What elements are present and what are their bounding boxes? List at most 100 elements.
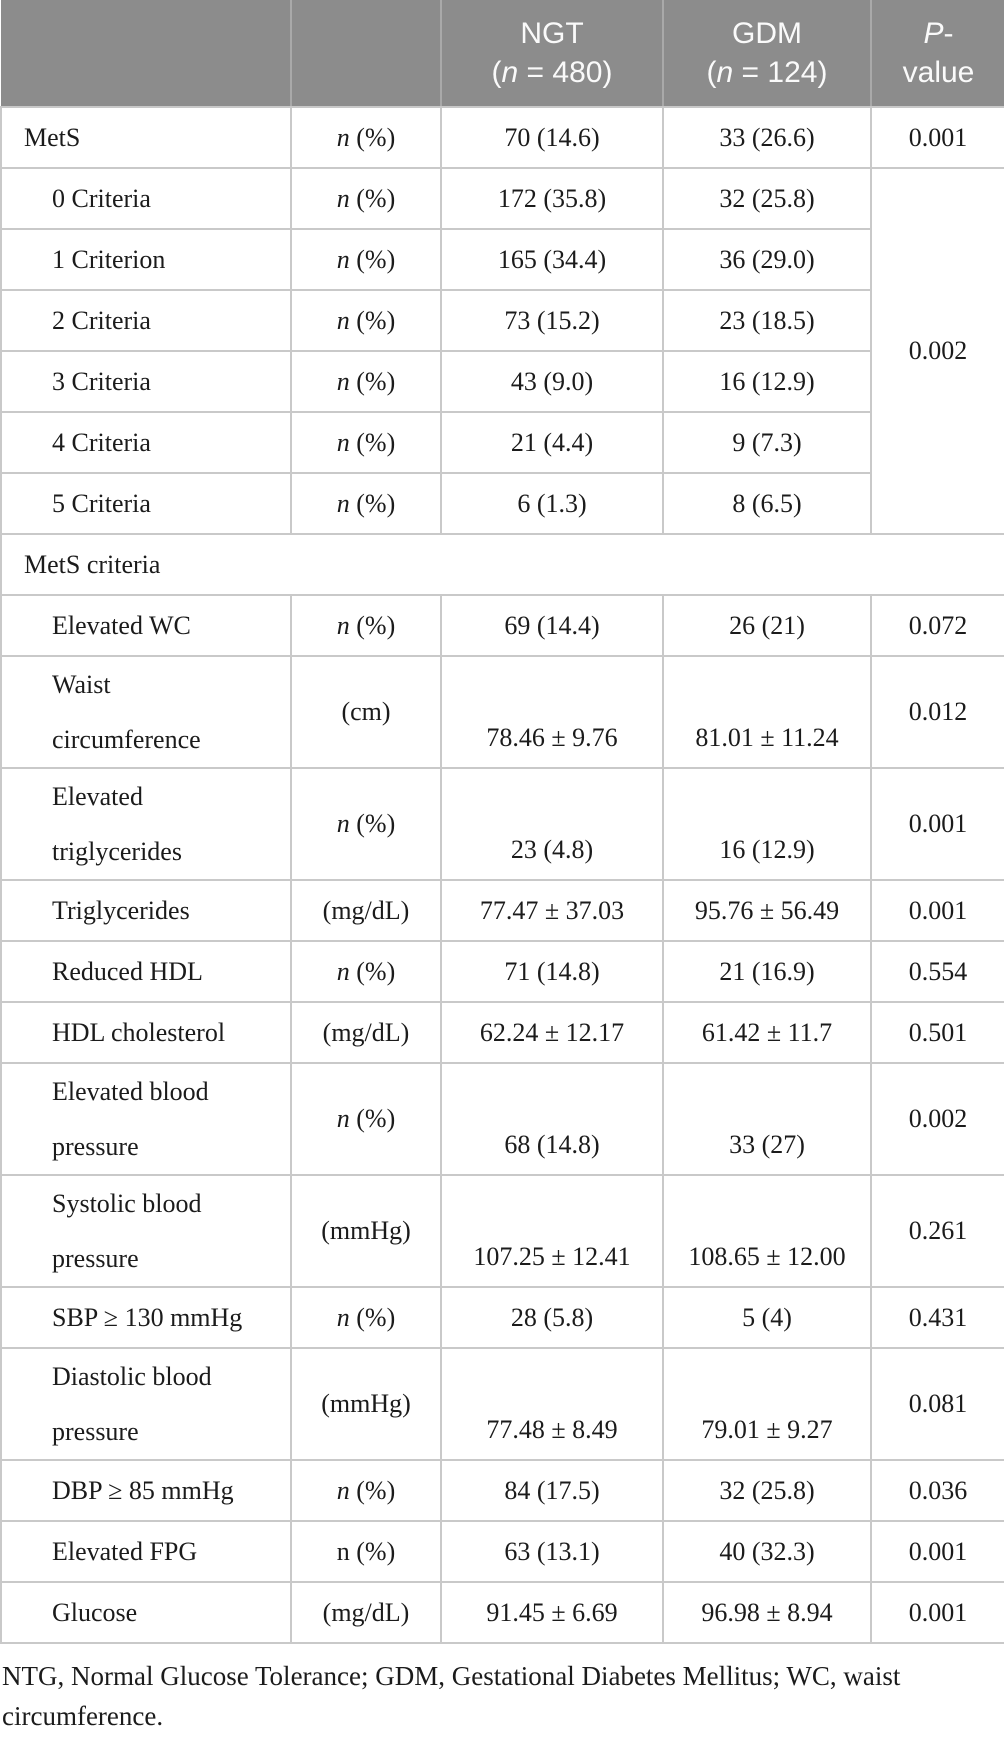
ngt-value-cell: 21 (4.4) <box>440 411 664 474</box>
table-row-elevated-triglycerides: Elevated triglycerides n (%) 23 (4.8) 16… <box>0 767 1004 881</box>
p-value-cell: 0.501 <box>870 1001 1004 1064</box>
row-label: Triglycerides <box>0 879 292 942</box>
gdm-value-cell: 16 (12.9) <box>662 350 872 413</box>
p-value-cell: 0.081 <box>870 1347 1004 1461</box>
mets-comparison-table: NGT (n = 480) GDM (n = 124) P- value Met… <box>0 0 1004 1644</box>
gdm-value-cell: 108.65 ± 12.00 <box>662 1174 872 1288</box>
table-row-2-criteria: 2 Criteria n (%) 73 (15.2) 23 (18.5) <box>0 289 1004 352</box>
unit-cell: (mg/dL) <box>290 1581 442 1644</box>
ngt-count: (n = 480) <box>491 56 613 89</box>
p-value-cell: 0.431 <box>870 1286 1004 1349</box>
p-value-cell: 0.072 <box>870 594 1004 657</box>
unit-cell: (cm) <box>290 655 442 769</box>
column-header-blank-label <box>1 0 291 108</box>
unit-cell: n (%) <box>290 228 442 291</box>
table-row-1-criterion: 1 Criterion n (%) 165 (34.4) 36 (29.0) <box>0 228 1004 291</box>
ngt-value-cell: 107.25 ± 12.41 <box>440 1174 664 1288</box>
ngt-value-cell: 91.45 ± 6.69 <box>440 1581 664 1644</box>
unit-cell: n (%) <box>290 1520 442 1583</box>
gdm-value-cell: 32 (25.8) <box>662 167 872 230</box>
row-label: 0 Criteria <box>0 167 292 230</box>
row-label: Elevated WC <box>0 594 292 657</box>
unit-cell: n (%) <box>290 411 442 474</box>
table-header: NGT (n = 480) GDM (n = 124) P- value <box>1 0 1004 108</box>
gdm-value-cell: 95.76 ± 56.49 <box>662 879 872 942</box>
unit-cell: (mmHg) <box>290 1347 442 1461</box>
ngt-value-cell: 63 (13.1) <box>440 1520 664 1583</box>
table-row-hdl-cholesterol: HDL cholesterol (mg/dL) 62.24 ± 12.17 61… <box>0 1001 1004 1064</box>
ngt-value-cell: 28 (5.8) <box>440 1286 664 1349</box>
gdm-value-cell: 61.42 ± 11.7 <box>662 1001 872 1064</box>
p-value-cell: 0.012 <box>870 655 1004 769</box>
row-label: DBP ≥ 85 mmHg <box>0 1459 292 1522</box>
gdm-value-cell: 36 (29.0) <box>662 228 872 291</box>
unit-cell: n (%) <box>290 594 442 657</box>
gdm-value-cell: 23 (18.5) <box>662 289 872 352</box>
ngt-value-cell: 78.46 ± 9.76 <box>440 655 664 769</box>
table-row-elevated-fpg: Elevated FPG n (%) 63 (13.1) 40 (32.3) 0… <box>0 1520 1004 1583</box>
column-header-ngt: NGT (n = 480) <box>440 0 663 108</box>
ngt-value-cell: 43 (9.0) <box>440 350 664 413</box>
row-label: Elevated triglycerides <box>0 767 292 881</box>
table-body: MetS n (%) 70 (14.6) 33 (26.6) 0.001 0 C… <box>0 106 1004 1644</box>
unit-cell: n (%) <box>290 167 442 230</box>
table-row-0-criteria: 0 Criteria n (%) 172 (35.8) 32 (25.8) 0.… <box>0 167 1004 535</box>
row-label: SBP ≥ 130 mmHg <box>0 1286 292 1349</box>
table-row-elevated-blood-pressure: Elevated blood pressure n (%) 68 (14.8) … <box>0 1062 1004 1176</box>
p-value-cell: 0.002 <box>870 1062 1004 1176</box>
gdm-value-cell: 81.01 ± 11.24 <box>662 655 872 769</box>
ngt-value-cell: 69 (14.4) <box>440 594 664 657</box>
unit-cell: (mmHg) <box>290 1174 442 1288</box>
p-value-cell: 0.001 <box>870 767 1004 881</box>
ngt-value-cell: 165 (34.4) <box>440 228 664 291</box>
ngt-value-cell: 172 (35.8) <box>440 167 664 230</box>
table-row-sbp-130: SBP ≥ 130 mmHg n (%) 28 (5.8) 5 (4) 0.43… <box>0 1286 1004 1349</box>
p-value-cell: 0.001 <box>870 1520 1004 1583</box>
unit-cell: n (%) <box>290 350 442 413</box>
gdm-value-cell: 16 (12.9) <box>662 767 872 881</box>
gdm-value-cell: 79.01 ± 9.27 <box>662 1347 872 1461</box>
unit-cell: n (%) <box>290 472 442 535</box>
ngt-value-cell: 6 (1.3) <box>440 472 664 535</box>
row-label: 4 Criteria <box>0 411 292 474</box>
table-row-reduced-hdl: Reduced HDL n (%) 71 (14.8) 21 (16.9) 0.… <box>0 940 1004 1003</box>
table-row-waist-circumference: Waist circumference (cm) 78.46 ± 9.76 81… <box>0 655 1004 769</box>
section-label: MetS criteria <box>0 533 1004 596</box>
table-row-5-criteria: 5 Criteria n (%) 6 (1.3) 8 (6.5) <box>0 472 1004 535</box>
row-label: Systolic blood pressure <box>0 1174 292 1288</box>
gdm-value-cell: 32 (25.8) <box>662 1459 872 1522</box>
table-row-triglycerides: Triglycerides (mg/dL) 77.47 ± 37.03 95.7… <box>0 879 1004 942</box>
p-value-cell: 0.036 <box>870 1459 1004 1522</box>
row-label: 1 Criterion <box>0 228 292 291</box>
ngt-value-cell: 77.47 ± 37.03 <box>440 879 664 942</box>
ngt-title: NGT <box>520 17 584 50</box>
row-label: 2 Criteria <box>0 289 292 352</box>
gdm-count: (n = 124) <box>706 56 828 89</box>
row-label: Waist circumference <box>0 655 292 769</box>
gdm-value-cell: 26 (21) <box>662 594 872 657</box>
ngt-value-cell: 84 (17.5) <box>440 1459 664 1522</box>
table-row-4-criteria: 4 Criteria n (%) 21 (4.4) 9 (7.3) <box>0 411 1004 474</box>
table-row-glucose: Glucose (mg/dL) 91.45 ± 6.69 96.98 ± 8.9… <box>0 1581 1004 1644</box>
column-header-pvalue: P- value <box>870 0 1004 108</box>
p-value-cell: 0.261 <box>870 1174 1004 1288</box>
gdm-value-cell: 33 (26.6) <box>662 106 872 169</box>
gdm-value-cell: 21 (16.9) <box>662 940 872 1003</box>
row-label: HDL cholesterol <box>0 1001 292 1064</box>
table-row-diastolic-blood-pressure: Diastolic blood pressure (mmHg) 77.48 ± … <box>0 1347 1004 1461</box>
row-label: Glucose <box>0 1581 292 1644</box>
unit-cell: (mg/dL) <box>290 879 442 942</box>
unit-cell: n (%) <box>290 289 442 352</box>
table-row-3-criteria: 3 Criteria n (%) 43 (9.0) 16 (12.9) <box>0 350 1004 413</box>
p-value-cell: 0.001 <box>870 879 1004 942</box>
p-value-cell: 0.001 <box>870 106 1004 169</box>
row-label: Reduced HDL <box>0 940 292 1003</box>
ngt-value-cell: 73 (15.2) <box>440 289 664 352</box>
table-row-mets: MetS n (%) 70 (14.6) 33 (26.6) 0.001 <box>0 106 1004 169</box>
gdm-value-cell: 8 (6.5) <box>662 472 872 535</box>
section-row-mets-criteria: MetS criteria <box>0 533 1004 596</box>
gdm-value-cell: 96.98 ± 8.94 <box>662 1581 872 1644</box>
row-label: 3 Criteria <box>0 350 292 413</box>
pvalue-line2: value <box>902 56 975 89</box>
table-row-dbp-85: DBP ≥ 85 mmHg n (%) 84 (17.5) 32 (25.8) … <box>0 1459 1004 1522</box>
